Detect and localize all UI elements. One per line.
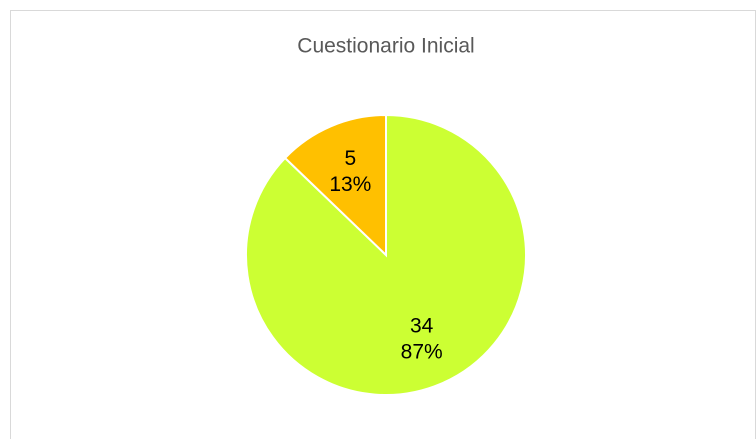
percent-label: 13% [329, 173, 371, 196]
percent-label: 87% [401, 340, 443, 363]
pie-slice [283, 113, 387, 258]
data-label: 5 [344, 147, 356, 170]
chart-title: Cuestionario Inicial [297, 35, 474, 58]
data-label: 34 [410, 314, 434, 337]
